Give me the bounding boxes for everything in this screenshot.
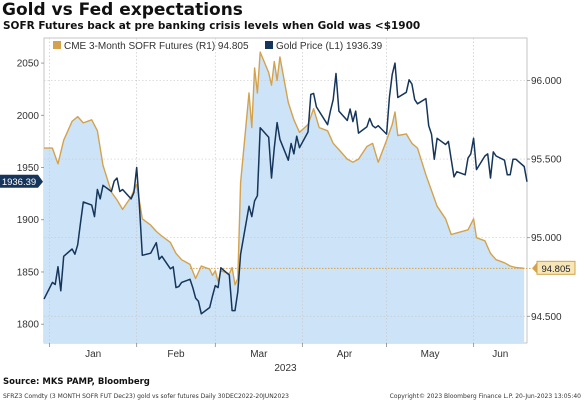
footer-ticker-info: SFRZ3 Comdty (3 MONTH SOFR FUT Dec23) go… bbox=[3, 393, 289, 400]
x-tick-label-5: Jun bbox=[492, 349, 508, 360]
left-tick-label-3: 1950 bbox=[17, 163, 40, 174]
gold-last-value-label: 1936.39 bbox=[2, 177, 36, 188]
right-tick-label-3: 96.000 bbox=[531, 76, 562, 87]
legend-swatch-sofr bbox=[53, 41, 61, 49]
x-tick-label-3: Apr bbox=[337, 349, 353, 360]
footer-copyright: Copyright© 2023 Bloomberg Finance L.P. 2… bbox=[389, 393, 581, 400]
legend-label-sofr: CME 3-Month SOFR Futures (R1) 94.805 bbox=[64, 41, 249, 52]
legend-swatch-gold bbox=[265, 41, 273, 49]
right-tick-label-1: 95.000 bbox=[531, 233, 562, 244]
sofr-last-value-label: 94.805 bbox=[541, 264, 570, 275]
chart-subtitle: SOFR Futures back at pre banking crisis … bbox=[3, 20, 421, 32]
right-tick-label-0: 94.500 bbox=[531, 312, 562, 323]
right-tick-label-2: 95.500 bbox=[531, 155, 562, 166]
legend-label-gold: Gold Price (L1) 1936.39 bbox=[276, 41, 383, 52]
x-tick-label-4: May bbox=[421, 349, 440, 360]
gold-last-value-pointer bbox=[38, 174, 43, 188]
x-tick-label-0: Jan bbox=[85, 349, 101, 360]
left-tick-label-0: 1800 bbox=[17, 320, 40, 331]
left-tick-label-4: 2000 bbox=[17, 111, 40, 122]
gold-last-value-tag bbox=[0, 174, 38, 188]
sofr-area-fill bbox=[44, 52, 525, 343]
sofr-last-value-pointer bbox=[532, 262, 537, 274]
x-tick-label-2: Mar bbox=[250, 349, 268, 360]
source-note: Source: MKS PAMP, Bloomberg bbox=[3, 377, 150, 387]
left-tick-label-1: 1850 bbox=[17, 267, 40, 278]
left-tick-label-2: 1900 bbox=[17, 215, 40, 226]
gold-line bbox=[43, 62, 528, 315]
chart-title: Gold vs Fed expectations bbox=[2, 0, 243, 20]
x-tick-label-1: Feb bbox=[167, 349, 185, 360]
footer-bar: SFRZ3 Comdty (3 MONTH SOFR FUT Dec23) go… bbox=[0, 393, 585, 405]
x-axis-label: 2023 bbox=[274, 363, 297, 374]
left-tick-label-5: 2050 bbox=[17, 59, 40, 70]
